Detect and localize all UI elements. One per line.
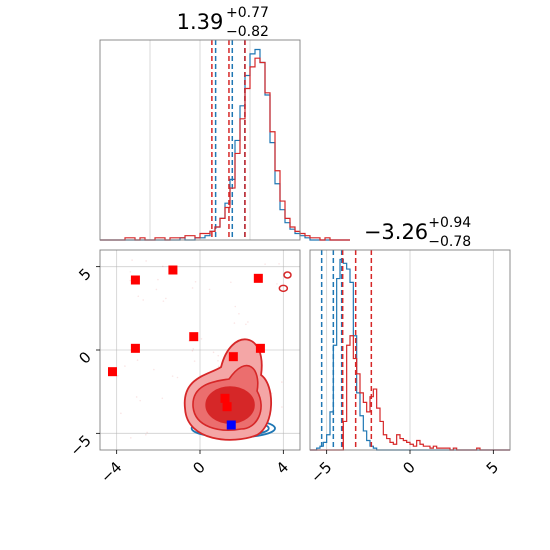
sample-point xyxy=(276,283,278,285)
red-square-marker xyxy=(253,273,263,283)
sample-point xyxy=(129,279,132,282)
sample-point xyxy=(238,312,240,315)
sample-point xyxy=(191,287,194,289)
sample-point xyxy=(245,323,247,326)
sample-point xyxy=(281,406,283,408)
red-square-marker xyxy=(108,367,117,377)
bottom-left-panel: −4 0 4 −5 0 5 xyxy=(66,249,301,486)
red-square-marker xyxy=(168,265,178,275)
red-contour-island xyxy=(283,271,292,279)
sample-point xyxy=(161,265,164,268)
sample-point xyxy=(145,434,147,436)
red-square-marker xyxy=(255,343,265,353)
bottom-right-panel: −3.26 +0.94 −0.78 −5 0 5 xyxy=(307,215,511,486)
sample-point xyxy=(145,260,147,262)
sample-point xyxy=(278,263,280,265)
axes-frame xyxy=(99,39,301,241)
sample-point xyxy=(208,288,211,291)
sample-point xyxy=(155,288,158,291)
sample-point xyxy=(171,375,174,377)
title-value: −3.26 xyxy=(364,220,428,244)
panel-title: −3.26 xyxy=(364,220,428,244)
sample-point xyxy=(153,368,155,371)
sample-point xyxy=(233,322,236,324)
sample-point xyxy=(124,365,126,367)
title-lower-error: −0.82 xyxy=(226,24,269,40)
sample-point xyxy=(217,365,220,368)
sample-point xyxy=(117,374,119,377)
sample-point xyxy=(137,295,140,298)
title-upper-error: +0.94 xyxy=(428,215,471,231)
sample-point xyxy=(157,278,159,281)
tick-label: −5 xyxy=(66,431,94,459)
tick-label: 0 xyxy=(399,458,418,477)
sample-point xyxy=(247,321,249,323)
title-value: 1.39 xyxy=(177,10,224,34)
red-square-marker xyxy=(130,343,140,353)
sample-point xyxy=(139,399,141,402)
tick-label: −5 xyxy=(307,458,335,486)
sample-point xyxy=(200,338,203,340)
sample-point xyxy=(234,305,237,308)
tick-label: 4 xyxy=(273,458,292,477)
sample-point xyxy=(193,360,196,362)
sample-point xyxy=(161,397,164,400)
blue-square-marker xyxy=(226,420,236,430)
title-upper-error: +0.77 xyxy=(226,5,269,21)
sample-point xyxy=(131,259,133,261)
red-contour-island xyxy=(278,284,289,293)
sample-point xyxy=(130,437,132,439)
sample-point xyxy=(142,299,145,301)
sample-point xyxy=(217,354,220,357)
tick-label: −4 xyxy=(97,458,125,486)
sample-point xyxy=(165,297,167,300)
top-left-panel: 1.39 +0.77 −0.82 xyxy=(99,5,350,241)
sample-point xyxy=(212,351,215,354)
sample-point xyxy=(217,359,219,362)
sample-point xyxy=(264,263,266,265)
histogram-series-1 xyxy=(100,57,350,241)
tick-label: 0 xyxy=(189,458,208,477)
sample-point xyxy=(120,412,122,415)
red-square-marker xyxy=(189,332,199,342)
sample-point xyxy=(129,271,132,273)
red-square-marker xyxy=(228,352,238,362)
sample-point xyxy=(176,376,179,379)
tick-label: 0 xyxy=(75,348,94,367)
sample-point xyxy=(281,381,283,383)
sample-point xyxy=(192,348,195,350)
title-lower-error: −0.78 xyxy=(428,234,471,250)
red-square-marker xyxy=(220,393,230,403)
red-square-marker xyxy=(130,275,140,285)
tick-label: 5 xyxy=(483,458,502,477)
sample-point xyxy=(162,300,165,302)
sample-point xyxy=(191,349,194,352)
sample-point xyxy=(230,281,232,284)
sample-point xyxy=(146,431,148,434)
tick-label: 5 xyxy=(75,265,94,284)
panel-title: 1.39 xyxy=(177,10,224,34)
sample-point xyxy=(135,396,138,398)
red-square-marker xyxy=(222,402,232,412)
sample-point xyxy=(136,359,139,362)
sample-point xyxy=(194,280,197,283)
